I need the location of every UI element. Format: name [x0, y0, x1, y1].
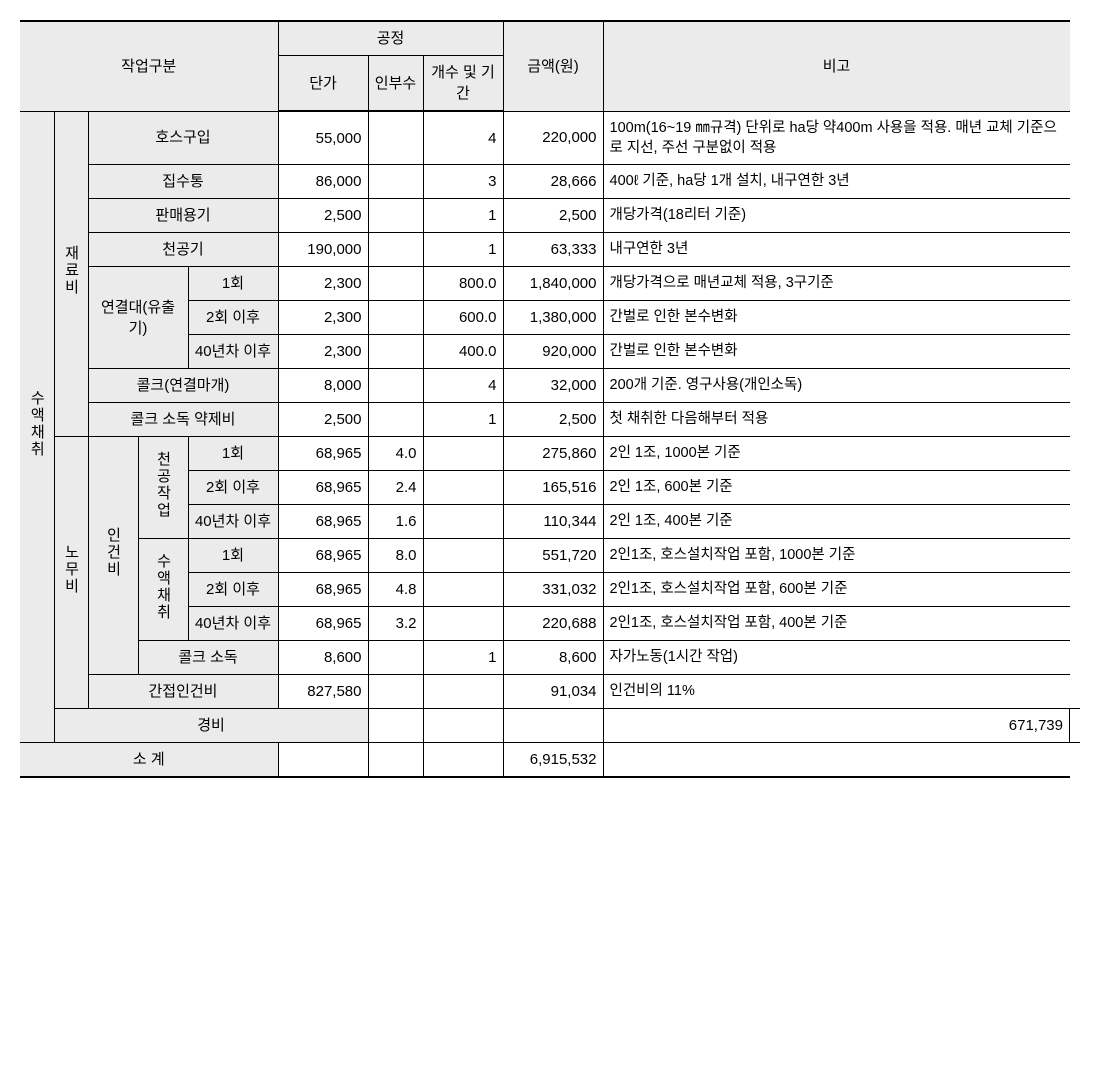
table-row: 판매용기 2,500 1 2,500 개당가격(18리터 기준)	[20, 199, 1080, 233]
cell-amount: 220,000	[503, 111, 603, 165]
cell-price: 55,000	[278, 111, 368, 165]
table-row: 경비 671,739	[20, 709, 1080, 743]
table-row: 연결대(유출기) 1회 2,300 800.0 1,840,000 개당가격으로…	[20, 267, 1080, 301]
subtotal-amount: 6,915,532	[503, 743, 603, 778]
cell-workers	[368, 111, 423, 165]
header-remarks: 비고	[603, 21, 1070, 111]
header-workers: 인부수	[368, 56, 423, 112]
table-row: 수액채취 재료비 호스구입 55,000 4 220,000 100m(16~1…	[20, 111, 1080, 165]
header-work-class: 작업구분	[20, 21, 278, 111]
table-row: 노무비 인건비 천공작업 1회 68,965 4.0 275,860 2인 1조…	[20, 437, 1080, 471]
table-row: 집수통 86,000 3 28,666 400ℓ 기준, ha당 1개 설치, …	[20, 165, 1080, 199]
table-row: 콜크 소독 약제비 2,500 1 2,500 첫 채취한 다음해부터 적용	[20, 403, 1080, 437]
cat-drill-work: 천공작업	[138, 437, 188, 539]
cat-connector: 연결대(유출기)	[88, 267, 188, 369]
header-unit-price: 단가	[278, 56, 368, 112]
header-count-period: 개수 및 기간	[423, 56, 503, 112]
table-row: 콜크(연결마개) 8,000 4 32,000 200개 기준. 영구사용(개인…	[20, 369, 1080, 403]
header-amount: 금액(원)	[503, 21, 603, 111]
subtotal-row: 소 계 6,915,532	[20, 743, 1080, 778]
row-label: 집수통	[88, 165, 278, 199]
subtotal-label: 소 계	[20, 743, 278, 778]
cell-remark: 100m(16~19 ㎜규격) 단위로 ha당 약400m 사용을 적용. 매년…	[603, 111, 1070, 165]
row-label: 호스구입	[88, 111, 278, 165]
table-row: 간접인건비 827,580 91,034 인건비의 11%	[20, 675, 1080, 709]
header-process: 공정	[278, 21, 503, 56]
cat-material: 재료비	[54, 111, 88, 437]
cat-labor: 노무비	[54, 437, 88, 709]
cat-main: 수액채취	[20, 111, 54, 743]
cat-sap-collect: 수액채취	[138, 539, 188, 641]
table-row: 수액채취 1회 68,965 8.0 551,720 2인1조, 호스설치작업 …	[20, 539, 1080, 573]
table-row: 콜크 소독 8,600 1 8,600 자가노동(1시간 작업)	[20, 641, 1080, 675]
cell-count: 4	[423, 111, 503, 165]
table-row: 천공기 190,000 1 63,333 내구연한 3년	[20, 233, 1080, 267]
cat-labor-wage: 인건비	[88, 437, 138, 675]
cost-table: 작업구분 공정 금액(원) 비고 단가 인부수 개수 및 기간 수액채취 재료비…	[20, 20, 1080, 778]
